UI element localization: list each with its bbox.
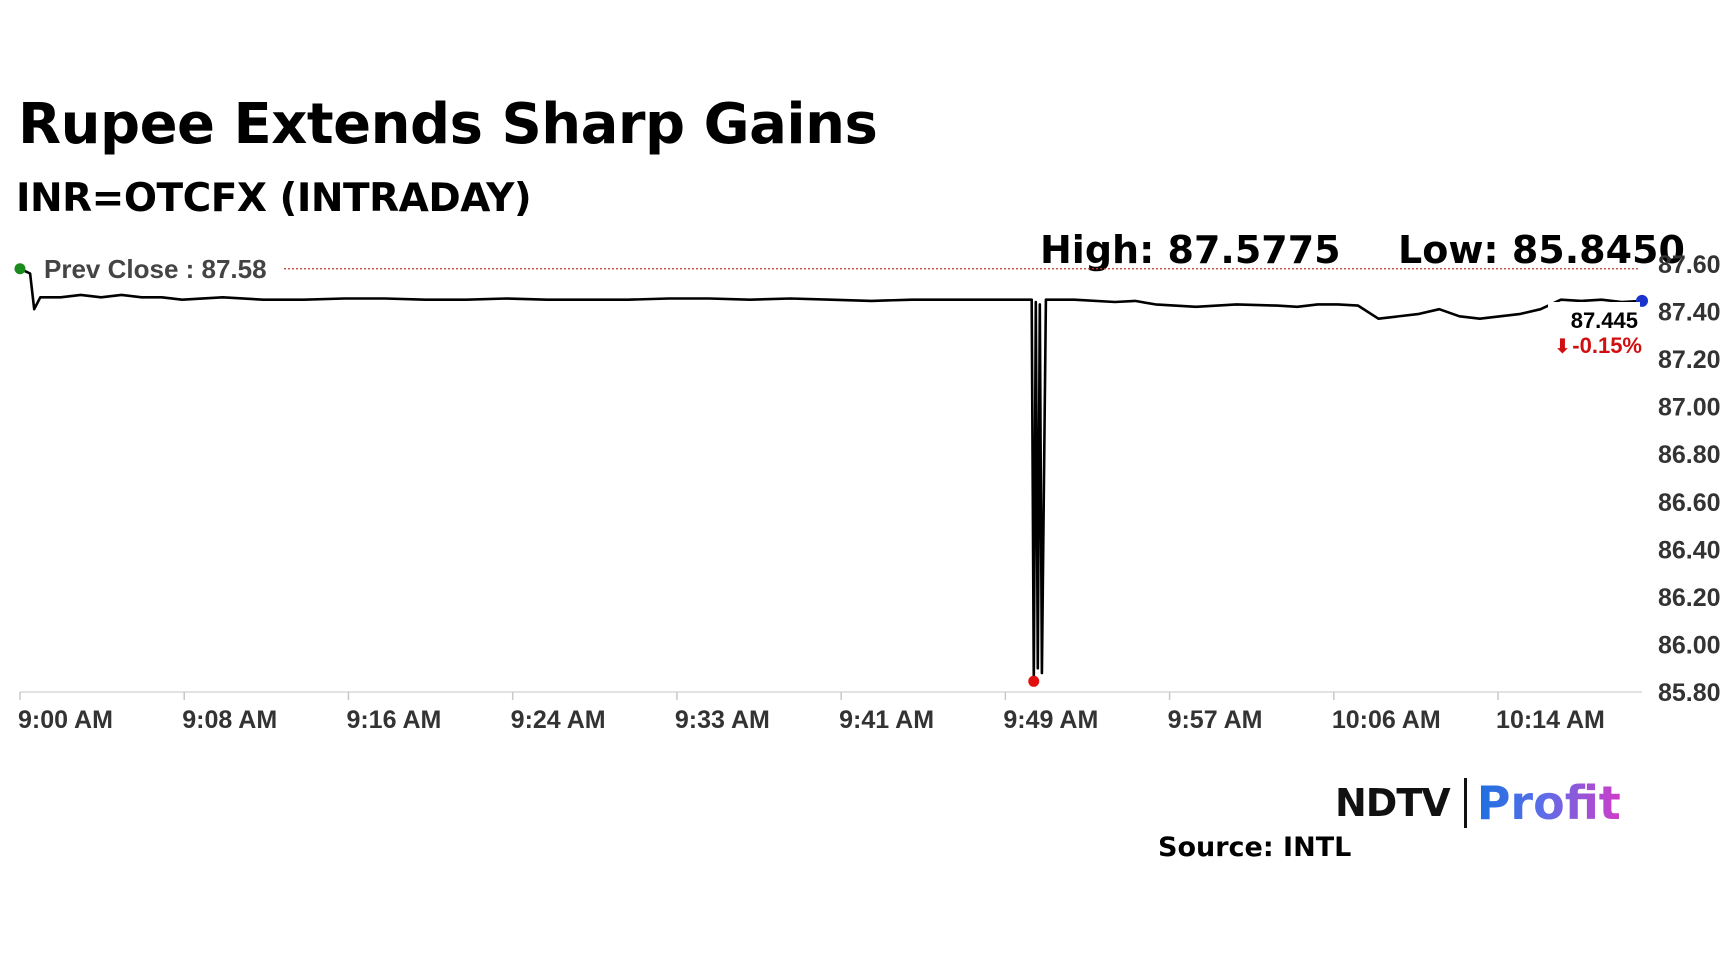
last-value-backdrop: [1548, 302, 1640, 358]
x-tick-label: 9:08 AM: [182, 706, 277, 734]
chart-subtitle: INR=OTCFX (INTRADAY): [16, 176, 532, 221]
x-tick-label: 9:33 AM: [675, 706, 770, 734]
last-value-label: 87.445: [1571, 308, 1638, 333]
source-note: Source: INTL: [1158, 832, 1352, 863]
y-tick-label: 87.00: [1658, 394, 1721, 422]
x-tick-label: 10:14 AM: [1496, 706, 1605, 734]
x-tick-label: 9:00 AM: [18, 706, 113, 734]
change-percent-label: -0.15%: [1572, 333, 1642, 358]
y-tick-label: 86.60: [1658, 489, 1721, 517]
start-point-marker: [14, 263, 26, 275]
x-axis-ticks: 9:00 AM 9:08 AM 9:16 AM 9:24 AM 9:33 AM 9:41 …: [18, 692, 1605, 734]
series-markers: [14, 263, 1648, 687]
y-tick-label: 86.20: [1658, 584, 1721, 612]
y-tick-label: 86.40: [1658, 536, 1721, 564]
x-tick-label: 9:16 AM: [346, 706, 441, 734]
x-tick-label: 9:49 AM: [1003, 706, 1098, 734]
y-tick-label: 86.80: [1658, 441, 1721, 469]
x-tick-label: 10:06 AM: [1332, 706, 1441, 734]
down-arrow-icon: ⬇: [1554, 334, 1571, 358]
chart-title: Rupee Extends Sharp Gains: [18, 92, 878, 157]
y-tick-label: 87.20: [1658, 346, 1721, 374]
x-tick-label: 9:24 AM: [511, 706, 606, 734]
x-tick-label: 9:41 AM: [839, 706, 934, 734]
y-tick-label: 85.80: [1658, 679, 1721, 707]
ndtv-profit-logo: NDTV Profit: [1335, 776, 1621, 830]
y-axis-ticks: 85.80 86.00 86.20 86.40 86.60 86.80 87.00 87.20…: [1658, 251, 1721, 707]
y-tick-label: 87.40: [1658, 299, 1721, 327]
high-value-label: High: 87.5775: [1040, 228, 1341, 272]
logo-divider: [1463, 778, 1467, 828]
ndtv-logo-text: NDTV: [1335, 781, 1451, 825]
y-tick-label: 87.60: [1658, 251, 1721, 279]
x-tick-label: 9:57 AM: [1168, 706, 1263, 734]
y-tick-label: 86.00: [1658, 631, 1721, 659]
prev-close-label: Prev Close : 87.58: [44, 254, 267, 284]
price-series-line: [19, 267, 1643, 683]
low-value-label: Low: 85.8450: [1398, 228, 1685, 272]
low-point-marker: [1028, 675, 1040, 687]
profit-logo-text: Profit: [1476, 776, 1621, 830]
